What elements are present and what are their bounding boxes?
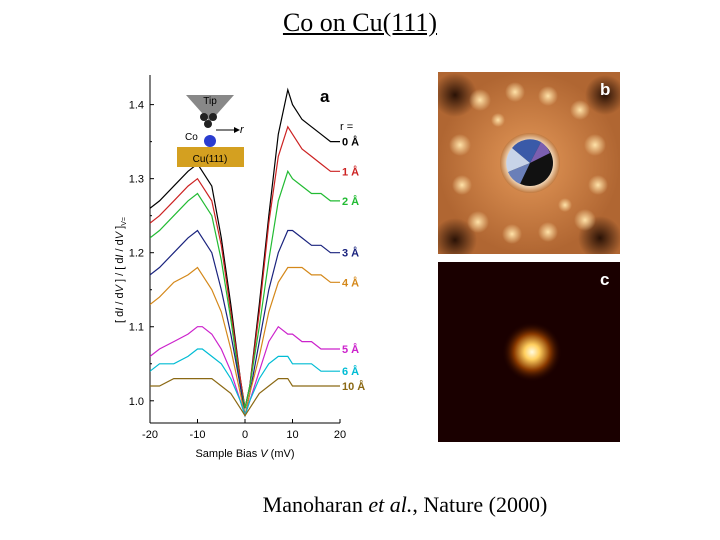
slide-title: Co on Cu(111) bbox=[282, 8, 438, 37]
co-label: Co bbox=[185, 132, 198, 143]
r-arrow-head bbox=[234, 127, 240, 133]
x-ticks: -20 -10 0 10 20 bbox=[142, 419, 346, 441]
series-line bbox=[150, 87, 340, 409]
series-label: 6 Å bbox=[342, 365, 359, 378]
r-header: r = bbox=[340, 121, 353, 133]
series-line bbox=[150, 348, 340, 418]
x-tick-label: -10 bbox=[190, 429, 206, 441]
tip-shape bbox=[186, 95, 234, 122]
series-label: 3 Å bbox=[342, 247, 359, 260]
panel-c-label: c bbox=[600, 270, 609, 289]
substrate-atom bbox=[236, 159, 244, 167]
series-line bbox=[150, 125, 340, 409]
r-label: r bbox=[240, 124, 245, 136]
series-lines bbox=[150, 87, 340, 418]
y-tick-label: 1.3 bbox=[129, 174, 144, 186]
series-line bbox=[150, 378, 340, 417]
substrate-atom bbox=[177, 159, 185, 167]
tip-label: Tip bbox=[203, 96, 217, 107]
substrate-block bbox=[177, 147, 244, 167]
series-label: 5 Å bbox=[342, 343, 359, 356]
panel-a: 1.0 1.1 1.2 1.3 1.4 -20 -10 0 10 20 0 Å 1 Å 2 Å 3 Å… bbox=[114, 75, 365, 460]
x-tick-label: -20 bbox=[142, 429, 158, 441]
x-tick-label: 0 bbox=[242, 429, 248, 441]
x-axis-label: Sample Bias V (mV) bbox=[195, 448, 294, 460]
series-line bbox=[150, 325, 340, 418]
tip-atom bbox=[200, 113, 208, 121]
panel-a-label: a bbox=[320, 87, 330, 106]
tip-atom bbox=[204, 120, 212, 128]
panel-b-label: b bbox=[600, 80, 610, 99]
x-tick-label: 20 bbox=[334, 429, 346, 441]
substrate-atom bbox=[177, 147, 185, 155]
y-axis-label: [ dI / dV ] / [ dI / dV ]V= bbox=[114, 217, 128, 323]
caption-author: Manoharan bbox=[262, 492, 363, 517]
series-label: 1 Å bbox=[342, 165, 359, 178]
x-tick-label: 10 bbox=[286, 429, 298, 441]
panel-c-image: c bbox=[438, 262, 620, 442]
y-tick-label: 1.1 bbox=[129, 322, 144, 334]
caption-etal: et al. bbox=[368, 492, 413, 517]
series-label: 0 Å bbox=[342, 136, 359, 149]
tip-atom bbox=[209, 113, 217, 121]
co-atom bbox=[204, 135, 216, 147]
y-ticks: 1.0 1.1 1.2 1.3 1.4 bbox=[129, 100, 154, 408]
series-labels: 0 Å 1 Å 2 Å 3 Å 4 Å 5 Å 6 Å 10 Å bbox=[342, 136, 365, 393]
series-label: 10 Å bbox=[342, 380, 365, 393]
substrate-atom bbox=[236, 147, 244, 155]
series-line bbox=[150, 266, 340, 416]
series-label: 2 Å bbox=[342, 195, 359, 208]
series-label: 4 Å bbox=[342, 276, 359, 289]
series-line bbox=[150, 169, 340, 409]
y-tick-label: 1.2 bbox=[129, 248, 144, 260]
y-tick-label: 1.0 bbox=[129, 396, 144, 408]
substrate-label: Cu(111) bbox=[193, 154, 228, 165]
caption-journal: , Nature (2000) bbox=[412, 492, 548, 517]
citation-caption: Manoharan et al., Nature (2000) bbox=[0, 492, 720, 518]
panel-b-image: b bbox=[438, 72, 620, 254]
series-line bbox=[150, 229, 340, 416]
y-tick-label: 1.4 bbox=[129, 100, 144, 112]
inset-schematic: Tip Co r Cu(111) bbox=[177, 95, 245, 167]
